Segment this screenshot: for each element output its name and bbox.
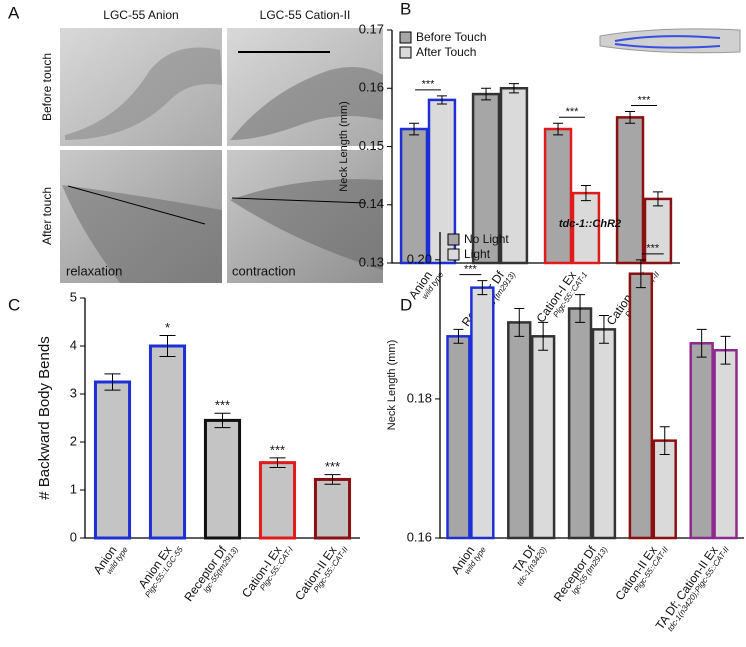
error-bar bbox=[553, 122, 564, 136]
significance: *** bbox=[566, 106, 580, 118]
y-axis-title: Neck Length (mm) bbox=[386, 340, 398, 430]
panel-label: C bbox=[8, 295, 20, 314]
error-bar bbox=[477, 280, 488, 296]
error-bar bbox=[104, 373, 121, 391]
panel-label: B bbox=[400, 0, 411, 18]
error-bar bbox=[214, 412, 231, 429]
error-bar bbox=[453, 328, 464, 344]
error-bar bbox=[508, 83, 519, 94]
bar bbox=[689, 342, 714, 540]
bar bbox=[615, 116, 645, 265]
legend-swatch bbox=[447, 248, 460, 261]
y-tick-label: 0 bbox=[70, 529, 77, 544]
error-bar bbox=[652, 191, 663, 207]
subtitle: tdc-1::ChR2 bbox=[559, 218, 621, 230]
error-bar bbox=[436, 95, 447, 105]
error-bar bbox=[159, 334, 176, 358]
column-label: LGC-55 Anion bbox=[103, 8, 178, 22]
bar bbox=[567, 307, 593, 540]
column-label: LGC-55 Cation-II bbox=[260, 8, 351, 22]
panel-label: A bbox=[8, 3, 20, 22]
legend-swatch bbox=[399, 46, 412, 59]
significance: *** bbox=[464, 264, 478, 276]
worm bbox=[65, 47, 222, 140]
bar bbox=[93, 380, 132, 540]
y-axis-title: # Backward Body Bends bbox=[36, 336, 53, 499]
error-bar bbox=[696, 328, 707, 358]
row-label: Before touch bbox=[40, 53, 54, 121]
y-tick-label: 0.16 bbox=[359, 80, 384, 95]
error-bar bbox=[324, 474, 341, 485]
error-bar bbox=[409, 122, 420, 136]
error-bar bbox=[659, 426, 670, 456]
y-axis-title: Neck Length (mm) bbox=[338, 101, 350, 191]
bar bbox=[628, 272, 654, 540]
bar bbox=[471, 92, 501, 265]
bar bbox=[446, 335, 471, 540]
bar bbox=[543, 127, 573, 265]
y-tick-label: 2 bbox=[70, 433, 77, 448]
bar bbox=[399, 127, 429, 265]
y-tick-label: 0.16 bbox=[407, 529, 432, 544]
error-bar bbox=[514, 308, 525, 337]
significance: *** bbox=[325, 459, 340, 474]
y-tick-label: 3 bbox=[70, 385, 77, 400]
inset-neurons bbox=[614, 35, 721, 49]
bar bbox=[530, 335, 556, 540]
error-bar bbox=[625, 111, 636, 124]
legend-label: No Light bbox=[464, 232, 509, 246]
bar bbox=[258, 461, 297, 540]
error-bar bbox=[580, 185, 591, 202]
worm bbox=[230, 66, 383, 140]
bar bbox=[148, 344, 187, 540]
bar bbox=[470, 286, 495, 540]
image-grid: LGC-55 Anion LGC-55 Cation-II Before tou… bbox=[40, 8, 383, 283]
y-tick-label: 0.14 bbox=[359, 196, 384, 211]
significance: * bbox=[165, 320, 170, 335]
error-bar bbox=[720, 335, 731, 365]
error-bar bbox=[269, 457, 286, 468]
significance: *** bbox=[215, 398, 230, 413]
bar bbox=[713, 348, 738, 540]
legend-label: Light bbox=[464, 247, 491, 261]
arrow bbox=[231, 197, 367, 204]
image-label: contraction bbox=[232, 263, 296, 278]
bar bbox=[499, 87, 529, 265]
worm bbox=[62, 185, 222, 283]
legend-label: Before Touch bbox=[416, 30, 487, 44]
bar bbox=[571, 191, 601, 265]
y-tick-label: 1 bbox=[70, 481, 77, 496]
y-tick-label: 4 bbox=[70, 337, 77, 352]
significance: *** bbox=[422, 79, 436, 91]
y-tick-label: 0.17 bbox=[359, 21, 384, 36]
bar bbox=[203, 418, 242, 540]
y-tick-label: 0.13 bbox=[359, 254, 384, 269]
y-tick-label: 0.15 bbox=[359, 138, 384, 153]
bar bbox=[507, 321, 532, 540]
row-label: After touch bbox=[40, 187, 54, 245]
y-tick-label: 0.20 bbox=[407, 251, 432, 266]
error-bar bbox=[575, 294, 586, 323]
legend-swatch bbox=[399, 31, 412, 44]
panel-label: D bbox=[400, 295, 412, 314]
arrow bbox=[67, 185, 206, 225]
image-label: relaxation bbox=[66, 263, 122, 278]
error-bar bbox=[635, 259, 646, 289]
error-bar bbox=[481, 87, 492, 101]
bar bbox=[591, 328, 617, 540]
bar bbox=[652, 439, 677, 540]
y-tick-label: 5 bbox=[70, 289, 77, 304]
significance: *** bbox=[638, 94, 652, 106]
legend-swatch bbox=[447, 233, 460, 246]
error-bar bbox=[598, 314, 609, 344]
bar bbox=[313, 477, 352, 540]
legend-label: After Touch bbox=[416, 45, 476, 59]
significance: *** bbox=[646, 243, 660, 255]
y-tick-label: 0.18 bbox=[407, 390, 432, 405]
significance: *** bbox=[270, 442, 285, 457]
error-bar bbox=[538, 321, 549, 351]
